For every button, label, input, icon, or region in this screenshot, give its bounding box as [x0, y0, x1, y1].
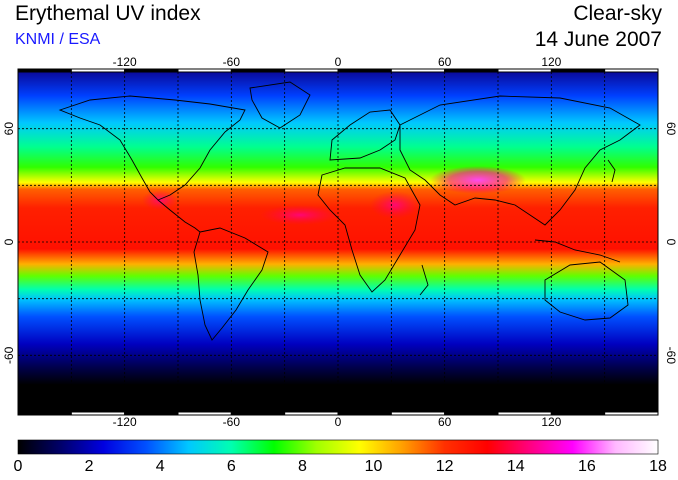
coastline-north-america	[58, 95, 246, 201]
lon-tick-label: -60	[223, 415, 241, 429]
frame-tick	[177, 68, 232, 73]
frame-tick	[444, 411, 499, 416]
colorbar-tick-label: 14	[506, 458, 525, 475]
latitude-labels-left: 60 0 -60	[2, 122, 16, 364]
coastline-europe	[329, 109, 401, 161]
frame-tick	[444, 68, 499, 73]
coastline-central-america	[157, 199, 201, 233]
lon-tick-label: 0	[335, 415, 342, 429]
coastline-africa	[317, 167, 421, 293]
frame-tick	[604, 411, 659, 416]
lat-tick-label: 0	[2, 238, 16, 245]
frame-tick	[284, 68, 339, 73]
lon-tick-label: 120	[541, 415, 561, 429]
colorbar-tick-label: 10	[364, 458, 383, 475]
frame-tick	[17, 68, 72, 73]
coastline-madagascar	[419, 264, 429, 296]
colorbar-tick-label: 18	[649, 458, 667, 475]
frame-tick-marks	[17, 68, 659, 416]
colorbar-tick-label: 12	[435, 458, 454, 475]
frame-tick	[390, 68, 446, 73]
lon-tick-label: 60	[438, 55, 452, 69]
lat-tick-label: 60	[2, 122, 16, 136]
frame-tick	[337, 411, 392, 416]
frame-tick	[550, 68, 606, 73]
colorbar-tick-label: 2	[84, 458, 94, 475]
coastline-greenland	[249, 81, 311, 129]
lon-tick-label: 60	[438, 415, 452, 429]
coastline-japan	[607, 159, 616, 183]
map-title: Erythemal UV index	[15, 2, 201, 25]
colorbar	[17, 439, 659, 455]
credit-label: KNMI / ESA	[15, 31, 101, 48]
frame-tick	[230, 68, 286, 73]
longitude-labels-bottom: -120 -60 0 60 120	[113, 415, 562, 429]
coastline-south-america	[193, 227, 269, 341]
lon-tick-label: -120	[113, 55, 137, 69]
latitude-labels-right: 60 0 -60	[664, 122, 678, 364]
frame-tick	[390, 411, 446, 416]
lon-tick-label: 120	[541, 55, 561, 69]
date-label: 14 June 2007	[534, 28, 662, 51]
coastline-asia	[399, 95, 641, 226]
frame-tick	[124, 68, 179, 73]
coastline-indonesia	[534, 239, 621, 263]
lat-tick-label: 60	[664, 122, 678, 136]
coastline-australia	[544, 261, 629, 321]
lat-tick-label: 0	[664, 239, 678, 246]
lon-tick-label: -60	[223, 55, 241, 69]
colorbar-tick-label: 6	[226, 458, 236, 475]
frame-tick	[284, 411, 339, 416]
graticule	[18, 72, 658, 412]
lon-tick-label: -120	[113, 415, 137, 429]
frame-tick	[17, 411, 72, 416]
colorbar-tick-label: 4	[155, 458, 165, 475]
sky-mode-label: Clear-sky	[573, 2, 662, 25]
longitude-labels-top: -120 -60 0 60 120	[113, 55, 562, 69]
colorbar-tick-label: 16	[577, 458, 596, 475]
lat-tick-label: -60	[664, 347, 678, 365]
lon-tick-label: 0	[335, 55, 342, 69]
frame-tick	[70, 68, 126, 73]
colorbar-tick-label: 8	[297, 458, 307, 475]
lat-tick-label: -60	[2, 346, 16, 364]
frame-tick	[497, 68, 552, 73]
colorbar-tick-label: 0	[13, 458, 23, 475]
frame-tick	[337, 68, 392, 73]
coastlines	[58, 81, 641, 341]
frame-tick	[604, 68, 659, 73]
